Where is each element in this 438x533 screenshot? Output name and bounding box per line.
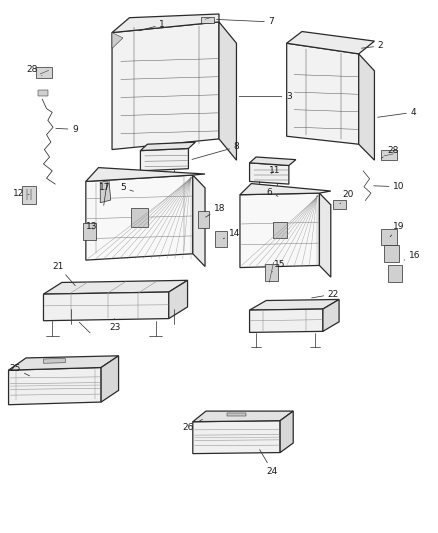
- Polygon shape: [38, 90, 48, 96]
- Polygon shape: [193, 175, 205, 266]
- Polygon shape: [100, 180, 111, 203]
- Text: 26: 26: [183, 419, 203, 432]
- Text: 9: 9: [56, 125, 78, 134]
- Text: 15: 15: [272, 260, 285, 272]
- Polygon shape: [384, 245, 399, 262]
- Text: 21: 21: [53, 262, 75, 286]
- Polygon shape: [250, 300, 339, 310]
- Polygon shape: [319, 193, 331, 277]
- Text: 10: 10: [374, 182, 405, 191]
- Polygon shape: [359, 54, 374, 160]
- Polygon shape: [43, 280, 187, 294]
- Polygon shape: [112, 14, 219, 33]
- Polygon shape: [141, 142, 195, 151]
- Text: 8: 8: [192, 142, 239, 159]
- Text: 11: 11: [269, 166, 281, 175]
- Text: 19: 19: [390, 222, 405, 237]
- Polygon shape: [323, 300, 339, 332]
- Polygon shape: [86, 175, 193, 260]
- Polygon shape: [112, 22, 219, 150]
- Polygon shape: [86, 167, 205, 181]
- Polygon shape: [265, 264, 278, 281]
- Polygon shape: [9, 356, 119, 370]
- Polygon shape: [201, 17, 214, 23]
- Text: 25: 25: [9, 364, 30, 376]
- Polygon shape: [21, 185, 36, 204]
- Polygon shape: [43, 359, 65, 364]
- Polygon shape: [389, 265, 402, 282]
- Polygon shape: [141, 149, 188, 171]
- Text: 24: 24: [260, 450, 278, 475]
- Text: 2: 2: [361, 42, 383, 51]
- Polygon shape: [36, 67, 52, 78]
- Text: 16: 16: [404, 252, 420, 260]
- Polygon shape: [280, 411, 293, 453]
- Polygon shape: [131, 208, 148, 227]
- Text: 7: 7: [216, 18, 274, 27]
- Text: 18: 18: [205, 204, 226, 217]
- Text: 22: 22: [312, 289, 339, 298]
- Polygon shape: [193, 421, 280, 454]
- Text: 12: 12: [12, 189, 29, 198]
- Polygon shape: [250, 309, 323, 333]
- Polygon shape: [287, 31, 374, 54]
- Text: 28: 28: [26, 66, 42, 76]
- Text: 4: 4: [378, 108, 416, 117]
- Text: 3: 3: [239, 92, 292, 101]
- Polygon shape: [219, 22, 237, 160]
- Text: 13: 13: [86, 222, 97, 231]
- Polygon shape: [83, 223, 96, 240]
- Polygon shape: [240, 183, 331, 195]
- Polygon shape: [193, 411, 293, 422]
- Polygon shape: [240, 193, 319, 268]
- Text: 5: 5: [120, 183, 134, 192]
- Polygon shape: [112, 33, 123, 49]
- Text: 28: 28: [381, 146, 399, 158]
- Polygon shape: [333, 200, 346, 209]
- Polygon shape: [101, 356, 119, 402]
- Polygon shape: [381, 150, 397, 160]
- Text: 23: 23: [110, 319, 121, 332]
- Text: 1: 1: [139, 20, 165, 31]
- Text: 17: 17: [99, 183, 110, 192]
- Polygon shape: [43, 292, 169, 321]
- Polygon shape: [250, 157, 296, 165]
- Polygon shape: [381, 229, 397, 245]
- Polygon shape: [198, 211, 208, 228]
- Polygon shape: [250, 163, 289, 184]
- Text: 20: 20: [340, 190, 354, 204]
- Text: 14: 14: [223, 229, 240, 239]
- Polygon shape: [287, 43, 359, 144]
- Polygon shape: [215, 231, 227, 247]
- Text: 6: 6: [266, 188, 278, 197]
- Polygon shape: [9, 368, 101, 405]
- Polygon shape: [169, 280, 187, 319]
- Polygon shape: [273, 222, 287, 238]
- Polygon shape: [227, 413, 246, 416]
